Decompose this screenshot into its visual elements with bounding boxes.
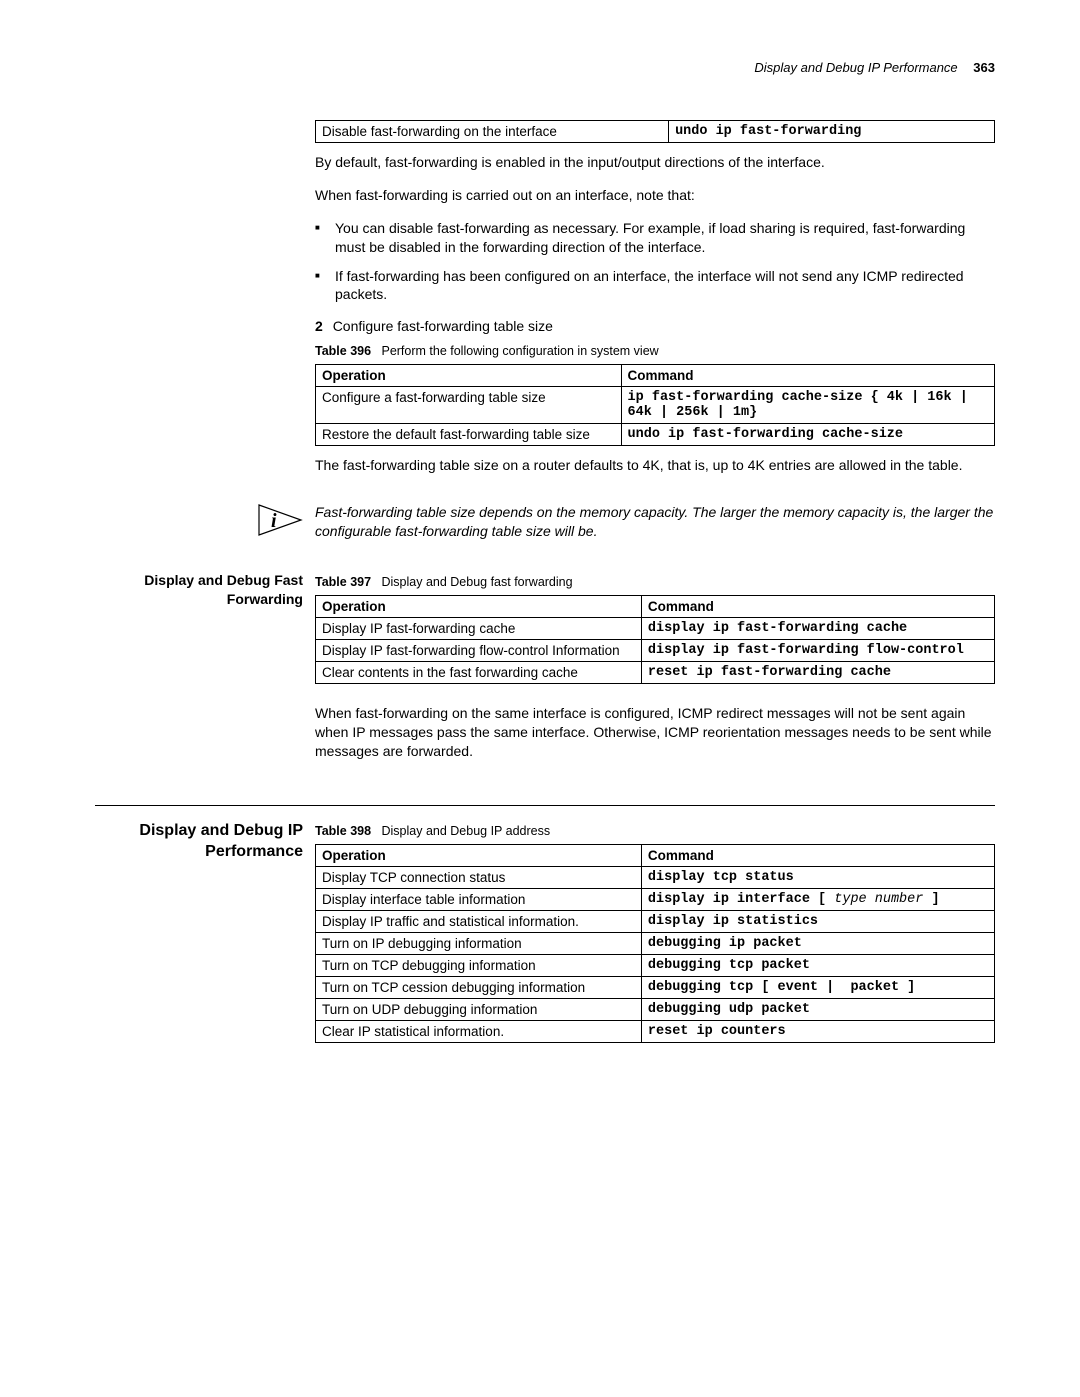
table-396-caption: Table 396 Perform the following configur… bbox=[315, 344, 995, 358]
table-397: Operation Command Display IP fast-forwar… bbox=[315, 595, 995, 684]
t396-r1c2: ip fast-forwarding cache-size { 4k | 16k… bbox=[621, 387, 994, 424]
t397-r3c2: reset ip fast-forwarding cache bbox=[641, 662, 994, 684]
note-text: Fast-forwarding table size depends on th… bbox=[315, 503, 995, 541]
bullet-list: You can disable fast-forwarding as neces… bbox=[315, 219, 995, 305]
note-icon-cell: i bbox=[95, 503, 315, 541]
t396-r2c1: Restore the default fast-forwarding tabl… bbox=[316, 424, 622, 446]
page: Display and Debug IP Performance 363 Dis… bbox=[0, 0, 1080, 1397]
para-defaultsize: The fast-forwarding table size on a rout… bbox=[315, 456, 995, 475]
t398-h1: Operation bbox=[316, 844, 642, 866]
main-top: Disable fast-forwarding on the interface… bbox=[315, 120, 995, 489]
t397-r1c2: display ip fast-forwarding cache bbox=[641, 618, 994, 640]
page-number: 363 bbox=[973, 60, 995, 75]
t398-r6c1: Turn on TCP cession debugging informatio… bbox=[316, 976, 642, 998]
t398-r2c2-c: ] bbox=[923, 892, 939, 907]
t396-label: Table 396 bbox=[315, 344, 371, 358]
table-398-caption: Table 398 Display and Debug IP address bbox=[315, 824, 995, 838]
t396-h1: Operation bbox=[316, 365, 622, 387]
t398-r1c1: Display TCP connection status bbox=[316, 866, 642, 888]
t398-r7c2: debugging udp packet bbox=[641, 998, 994, 1020]
table-396: Operation Command Configure a fast-forwa… bbox=[315, 364, 995, 446]
t396-r1c1: Configure a fast-forwarding table size bbox=[316, 387, 622, 424]
header-title: Display and Debug IP Performance bbox=[754, 60, 957, 75]
t398-r6c2: debugging tcp [ event | packet ] bbox=[641, 976, 994, 998]
t396-captext: Perform the following configuration in s… bbox=[381, 344, 658, 358]
t395-r1c2: undo ip fast-forwarding bbox=[669, 121, 995, 143]
t398-r4c2: debugging ip packet bbox=[641, 932, 994, 954]
side-empty-1 bbox=[95, 120, 315, 489]
para-icmp: When fast-forwarding on the same interfa… bbox=[315, 704, 995, 761]
t397-captext: Display and Debug fast forwarding bbox=[381, 575, 572, 589]
t398-r2c2-b: type number bbox=[834, 892, 923, 907]
table-395-fragment: Disable fast-forwarding on the interface… bbox=[315, 120, 995, 143]
side-fastfwd: Display and Debug Fast Forwarding bbox=[95, 571, 315, 775]
bullet-1: You can disable fast-forwarding as neces… bbox=[335, 219, 995, 257]
t398-r3c2: display ip statistics bbox=[641, 910, 994, 932]
table-398: Operation Command Display TCP connection… bbox=[315, 844, 995, 1043]
svg-text:i: i bbox=[271, 510, 277, 532]
main-ipperf: Table 398 Display and Debug IP address O… bbox=[315, 820, 995, 1053]
t395-r1c1: Disable fast-forwarding on the interface bbox=[316, 121, 669, 143]
t398-r2c2: display ip interface [ type number ] bbox=[641, 888, 994, 910]
t398-h2: Command bbox=[641, 844, 994, 866]
t398-r1c2: display tcp status bbox=[641, 866, 994, 888]
t397-r2c2: display ip fast-forwarding flow-control bbox=[641, 640, 994, 662]
t398-r4c1: Turn on IP debugging information bbox=[316, 932, 642, 954]
t397-r2c1: Display IP fast-forwarding flow-control … bbox=[316, 640, 642, 662]
running-header: Display and Debug IP Performance 363 bbox=[95, 60, 995, 75]
step-2-text: Configure fast-forwarding table size bbox=[333, 318, 553, 334]
info-icon: i bbox=[257, 503, 303, 537]
t398-r2c1: Display interface table information bbox=[316, 888, 642, 910]
t397-h2: Command bbox=[641, 596, 994, 618]
main-fastfwd: Table 397 Display and Debug fast forward… bbox=[315, 571, 995, 775]
t398-r5c1: Turn on TCP debugging information bbox=[316, 954, 642, 976]
t397-r1c1: Display IP fast-forwarding cache bbox=[316, 618, 642, 640]
step-2: 2 Configure fast-forwarding table size bbox=[315, 318, 995, 334]
t398-r7c1: Turn on UDP debugging information bbox=[316, 998, 642, 1020]
t397-label: Table 397 bbox=[315, 575, 371, 589]
t398-r8c2: reset ip counters bbox=[641, 1020, 994, 1042]
step-2-num: 2 bbox=[315, 318, 323, 334]
t398-captext: Display and Debug IP address bbox=[381, 824, 550, 838]
t398-r2c2-a: display ip interface [ bbox=[648, 892, 834, 907]
t398-r3c1: Display IP traffic and statistical infor… bbox=[316, 910, 642, 932]
para-default: By default, fast-forwarding is enabled i… bbox=[315, 153, 995, 172]
note-text-wrap: Fast-forwarding table size depends on th… bbox=[315, 503, 995, 541]
table-397-caption: Table 397 Display and Debug fast forward… bbox=[315, 575, 995, 589]
t396-h2: Command bbox=[621, 365, 994, 387]
section-rule bbox=[95, 805, 995, 806]
t398-label: Table 398 bbox=[315, 824, 371, 838]
side-ipperf: Display and Debug IP Performance bbox=[95, 820, 315, 1053]
note-row: i Fast-forwarding table size depends on … bbox=[95, 503, 995, 541]
para-when: When fast-forwarding is carried out on a… bbox=[315, 186, 995, 205]
t398-r5c2: debugging tcp packet bbox=[641, 954, 994, 976]
t396-r2c2: undo ip fast-forwarding cache-size bbox=[621, 424, 994, 446]
t398-r8c1: Clear IP statistical information. bbox=[316, 1020, 642, 1042]
t397-r3c1: Clear contents in the fast forwarding ca… bbox=[316, 662, 642, 684]
bullet-2: If fast-forwarding has been configured o… bbox=[335, 267, 995, 305]
t397-h1: Operation bbox=[316, 596, 642, 618]
